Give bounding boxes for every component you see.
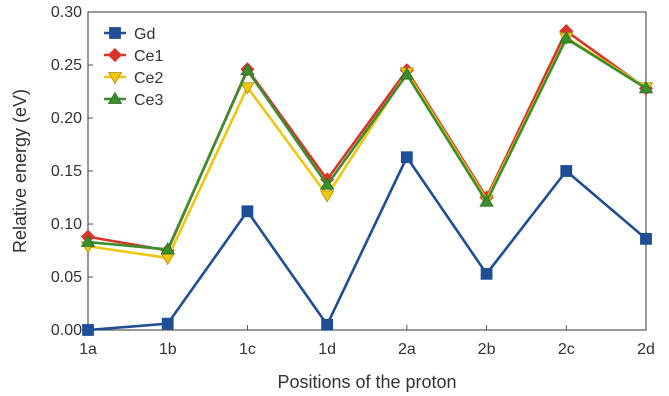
y-tick-label: 0.15 xyxy=(51,163,82,180)
x-tick-label: 1c xyxy=(239,341,256,358)
legend-marker xyxy=(109,27,121,39)
series-line-ce3 xyxy=(87,37,647,251)
series-ce1 xyxy=(80,24,654,258)
data-point-gd xyxy=(400,151,413,164)
series-gd xyxy=(82,151,652,336)
data-point-gd xyxy=(241,205,254,218)
x-tick-label: 2a xyxy=(398,341,416,358)
legend-label: Ce2 xyxy=(134,70,163,87)
data-point-ce3 xyxy=(160,242,175,255)
data-point-ce3 xyxy=(479,194,494,207)
legend-item-ce2: Ce2 xyxy=(104,70,163,87)
series-layer xyxy=(80,24,654,336)
series-ce3 xyxy=(80,31,654,255)
data-point-ce2 xyxy=(240,82,255,95)
x-axis-title: Positions of the proton xyxy=(277,372,456,392)
legend: Gd Ce1 Ce2 Ce3 xyxy=(104,26,163,109)
legend-label: Ce1 xyxy=(134,48,163,65)
data-point-ce3 xyxy=(240,63,255,76)
data-point-gd xyxy=(82,324,94,336)
series-line-ce1 xyxy=(87,29,647,252)
y-tick-label: 0.25 xyxy=(51,57,82,74)
x-tick-label: 2c xyxy=(558,341,575,358)
x-tick-label: 1d xyxy=(318,341,336,358)
x-tick-label: 1a xyxy=(79,341,97,358)
axes: 0.00 0.05 0.10 0.15 0.20 0.25 0.30 1a 1b 1c 1d 2a 2b… xyxy=(51,4,655,358)
legend-item-ce1: Ce1 xyxy=(104,47,163,65)
y-tick-label: 0.30 xyxy=(51,4,82,21)
y-tick-label: 0.00 xyxy=(51,322,82,339)
data-point-gd xyxy=(560,165,573,177)
legend-item-gd: Gd xyxy=(104,26,155,43)
data-point-ce3 xyxy=(638,81,654,94)
data-point-ce3 xyxy=(559,31,574,44)
data-point-ce3 xyxy=(80,234,96,247)
data-point-gd xyxy=(321,318,334,331)
x-tick-label: 1b xyxy=(159,341,177,358)
legend-marker xyxy=(107,47,123,63)
data-point-ce3 xyxy=(399,67,415,80)
y-tick-label: 0.05 xyxy=(51,269,82,286)
series-ce2 xyxy=(80,32,654,266)
x-tick-label: 2d xyxy=(637,341,655,358)
y-tick-label: 0.20 xyxy=(51,110,82,127)
series-line-gd xyxy=(87,155,647,332)
data-point-gd xyxy=(161,317,174,330)
legend-marker xyxy=(107,91,123,104)
legend-label: Gd xyxy=(134,26,155,43)
data-point-ce2 xyxy=(319,190,335,203)
y-axis-title: Relative energy (eV) xyxy=(10,89,30,253)
legend-item-ce3: Ce3 xyxy=(104,91,163,109)
y-tick-label: 0.10 xyxy=(51,216,82,233)
data-point-gd xyxy=(480,267,493,280)
data-point-ce3 xyxy=(319,177,335,190)
legend-label: Ce3 xyxy=(134,92,163,109)
data-point-gd xyxy=(640,232,652,245)
x-tick-label: 2b xyxy=(478,341,496,358)
series-line-ce2 xyxy=(87,36,647,260)
data-point-ce2 xyxy=(160,253,175,266)
legend-marker xyxy=(107,72,123,85)
